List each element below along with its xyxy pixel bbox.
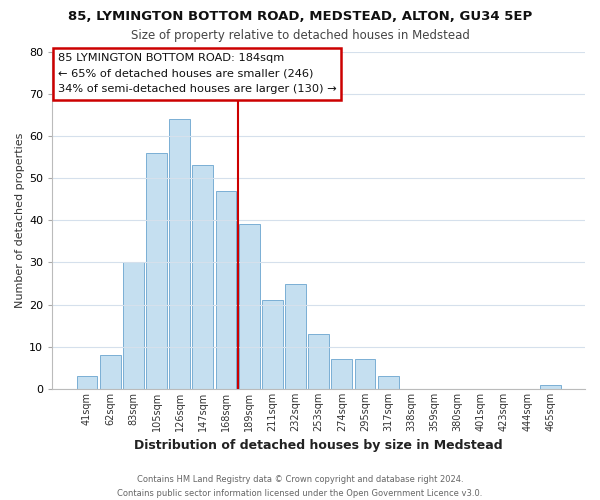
Bar [308, 334, 329, 389]
Bar [123, 262, 144, 389]
Text: Contains HM Land Registry data © Crown copyright and database right 2024.
Contai: Contains HM Land Registry data © Crown c… [118, 476, 482, 498]
Bar [262, 300, 283, 389]
Bar [77, 376, 97, 389]
Bar [331, 360, 352, 389]
Bar [146, 153, 167, 389]
Bar [193, 166, 213, 389]
Text: 85, LYMINGTON BOTTOM ROAD, MEDSTEAD, ALTON, GU34 5EP: 85, LYMINGTON BOTTOM ROAD, MEDSTEAD, ALT… [68, 10, 532, 23]
Y-axis label: Number of detached properties: Number of detached properties [15, 132, 25, 308]
Bar [355, 360, 376, 389]
Bar [100, 356, 121, 389]
Bar [285, 284, 306, 389]
Bar [169, 119, 190, 389]
Bar [239, 224, 260, 389]
Bar [378, 376, 398, 389]
Text: Size of property relative to detached houses in Medstead: Size of property relative to detached ho… [131, 29, 469, 42]
Bar [215, 190, 236, 389]
Text: 85 LYMINGTON BOTTOM ROAD: 184sqm
← 65% of detached houses are smaller (246)
34% : 85 LYMINGTON BOTTOM ROAD: 184sqm ← 65% o… [58, 53, 336, 94]
X-axis label: Distribution of detached houses by size in Medstead: Distribution of detached houses by size … [134, 440, 503, 452]
Bar [540, 385, 561, 389]
